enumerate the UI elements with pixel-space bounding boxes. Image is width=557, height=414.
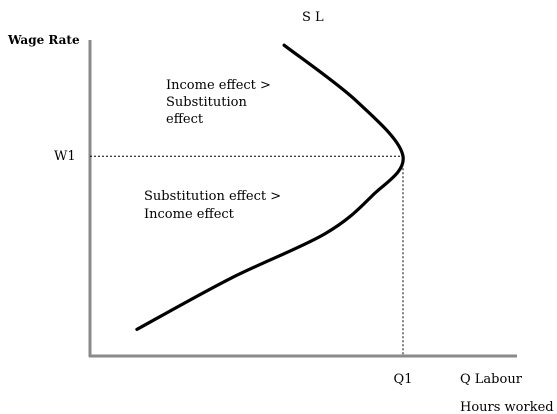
annotation-line: Substitution effect > (144, 189, 281, 204)
curve-label: S L (302, 10, 324, 25)
annotation-income-over-substitution: Income effect > Substitution effect (166, 78, 275, 127)
annotation-line: Substitution (166, 95, 247, 110)
w1-tick-label: W1 (54, 149, 76, 164)
annotation-line: Income effect (144, 207, 235, 222)
y-axis-label: Wage Rate (7, 33, 80, 47)
labour-supply-curve (135, 43, 405, 331)
q1-tick-label: Q1 (394, 372, 413, 387)
x-axis-label: Q Labour (460, 372, 523, 387)
annotation-substitution-over-income: Substitution effect > Income effect (144, 189, 285, 222)
x-axis-secondary-label: Hours worked (460, 400, 554, 414)
annotation-line: Income effect > (166, 78, 271, 93)
annotation-line: effect (166, 112, 204, 127)
